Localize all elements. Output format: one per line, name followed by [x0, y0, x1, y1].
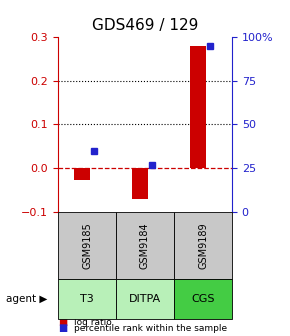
Text: percentile rank within the sample: percentile rank within the sample: [74, 324, 227, 333]
Bar: [74, 168, 90, 180]
Text: agent ▶: agent ▶: [6, 294, 47, 304]
Text: ■: ■: [58, 323, 67, 333]
Text: ■: ■: [58, 317, 67, 327]
Text: DITPA: DITPA: [129, 294, 161, 304]
Text: T3: T3: [80, 294, 94, 304]
Text: GSM9184: GSM9184: [140, 222, 150, 268]
Text: CGS: CGS: [191, 294, 215, 304]
Text: GSM9189: GSM9189: [198, 222, 208, 268]
Text: GSM9185: GSM9185: [82, 222, 92, 269]
Title: GDS469 / 129: GDS469 / 129: [92, 18, 198, 33]
Text: log ratio: log ratio: [74, 318, 112, 327]
Bar: [132, 168, 148, 200]
Bar: [190, 46, 206, 168]
